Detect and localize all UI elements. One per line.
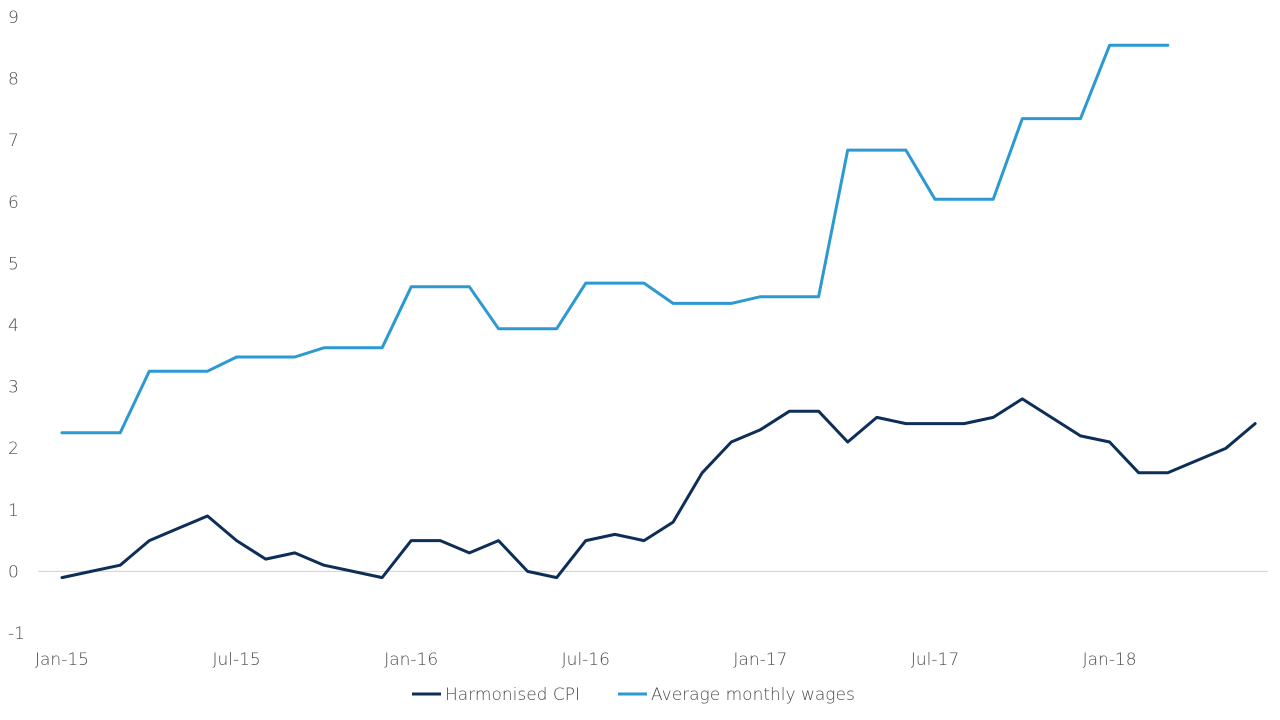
y-axis-tick-labels: -1 0 1 2 3 4 5 6 7 8 9 [8, 8, 25, 644]
y-tick-label: 4 [8, 316, 19, 336]
y-tick-label: 0 [8, 562, 19, 582]
y-tick-label: 8 [8, 70, 19, 90]
y-tick-label: 2 [8, 439, 19, 459]
y-tick-label: -1 [8, 624, 25, 644]
x-tick-label: Jan-16 [384, 650, 438, 670]
y-tick-label: 9 [8, 8, 19, 28]
x-tick-label: Jan-17 [733, 650, 787, 670]
x-tick-label: Jul-17 [911, 650, 959, 670]
y-tick-label: 7 [8, 131, 19, 151]
y-tick-label: 5 [8, 254, 19, 274]
series-line-harmonised-cpi [60, 397, 1257, 580]
series-line-average-monthly-wages [60, 43, 1170, 435]
x-tick-label: Jul-16 [562, 650, 610, 670]
series-lines [60, 43, 1257, 580]
legend-label: Average monthly wages [651, 685, 855, 705]
legend: Harmonised CPI Average monthly wages [412, 685, 855, 705]
x-tick-label: Jan-18 [1083, 650, 1137, 670]
x-tick-label: Jan-15 [35, 650, 89, 670]
y-tick-label: 6 [8, 193, 19, 213]
legend-label: Harmonised CPI [445, 685, 580, 705]
x-axis-tick-labels: Jan-15 Jul-15 Jan-16 Jul-16 Jan-17 Jul-17 Jan-… [35, 650, 1137, 670]
y-tick-label: 3 [8, 378, 19, 398]
x-tick-label: Jul-15 [212, 650, 260, 670]
y-tick-label: 1 [8, 501, 19, 521]
